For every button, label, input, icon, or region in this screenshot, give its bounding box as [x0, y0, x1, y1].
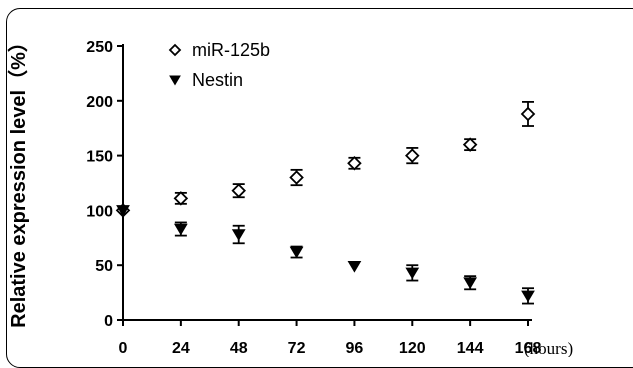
- data-point-mir125b: [289, 168, 304, 187]
- y-tick-label: 250: [86, 39, 113, 56]
- x-tick-label: 168: [515, 340, 542, 357]
- data-point-nestin: [463, 275, 478, 291]
- data-point-nestin: [231, 224, 246, 245]
- legend-label-mir125b: miR-125b: [192, 40, 270, 60]
- x-tick-label: 72: [288, 340, 306, 357]
- data-point-nestin: [347, 260, 362, 273]
- x-tick-label: 96: [346, 340, 364, 357]
- x-axis-unit: (hours): [524, 339, 573, 357]
- legend-label-nestin: Nestin: [192, 70, 243, 90]
- data-point-nestin: [405, 264, 420, 282]
- data-point-mir125b: [173, 191, 189, 206]
- legend-marker-nestin: [169, 75, 181, 86]
- chart: 0 50 100 150 200 250 0 24 48 72 96 120 144 168 Relat…: [7, 32, 573, 357]
- data-point-nestin: [173, 221, 188, 237]
- y-tick-label: 50: [95, 258, 113, 275]
- data-points: [115, 100, 536, 305]
- data-point-nestin: [521, 287, 535, 305]
- y-tick-label: 100: [86, 203, 113, 220]
- x-tick-label: 24: [172, 340, 190, 357]
- data-point-nestin: [289, 245, 304, 259]
- data-point-nestin: [116, 205, 130, 217]
- y-axis-label: Relative expression level（%）: [7, 32, 30, 328]
- legend-item-mir125b: miR-125b: [168, 40, 270, 60]
- legend-marker-mir125b: [168, 43, 182, 57]
- data-point-mir125b: [405, 147, 420, 165]
- y-tick-label: 150: [86, 149, 113, 166]
- x-tick-label: 48: [230, 340, 248, 357]
- data-point-mir125b: [520, 100, 536, 127]
- legend: miR-125b Nestin: [168, 40, 270, 90]
- x-tick-label: 120: [399, 340, 426, 357]
- y-tick-label: 200: [86, 94, 113, 111]
- data-point-mir125b: [347, 155, 362, 171]
- x-tick-label: 0: [119, 340, 128, 357]
- data-point-mir125b: [462, 137, 478, 152]
- x-tick-labels: 0 24 48 72 96 120 144 168: [119, 340, 542, 357]
- data-point-mir125b: [231, 183, 246, 199]
- legend-item-nestin: Nestin: [169, 70, 243, 90]
- x-tick-label: 144: [457, 340, 484, 357]
- y-tick-labels: 0 50 100 150 200 250: [86, 39, 113, 330]
- y-tick-label: 0: [104, 313, 113, 330]
